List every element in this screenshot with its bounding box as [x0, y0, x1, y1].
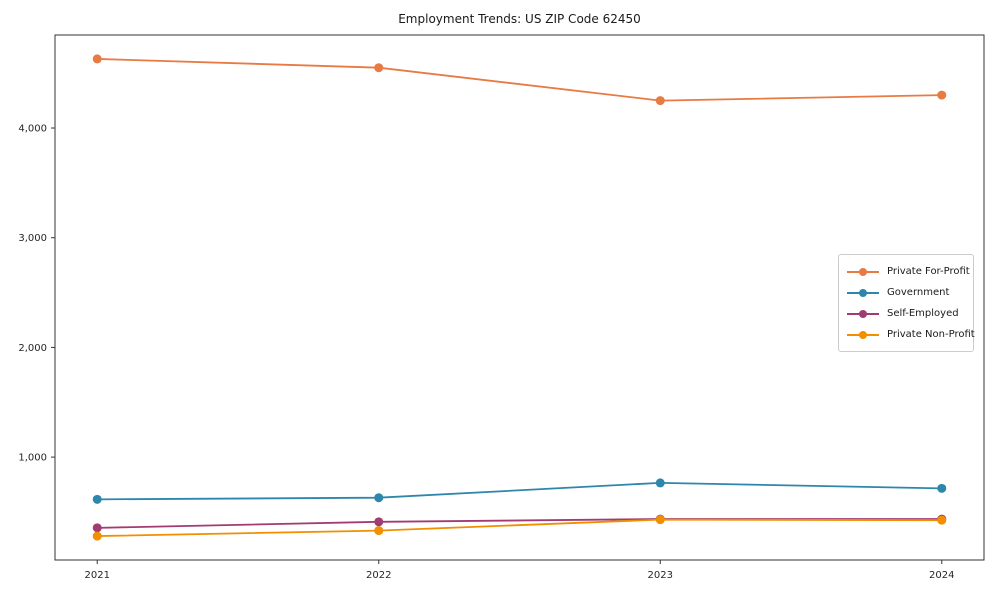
data-point-private-for-profit	[92, 54, 102, 64]
legend-label-private-for-profit: Private For-Profit	[887, 266, 970, 277]
data-point-government	[655, 478, 665, 488]
data-point-private-non-profit	[92, 531, 102, 541]
data-point-private-for-profit	[937, 90, 947, 100]
legend-marker-dot	[859, 330, 867, 339]
legend-marker-dot	[859, 288, 867, 297]
legend-marker-dot	[859, 309, 867, 318]
data-point-government	[937, 483, 947, 493]
legend-item-self-employed: Self-Employed	[847, 303, 965, 324]
data-point-self-employed	[374, 517, 384, 527]
y-axis-tick-label: 4,000	[18, 124, 47, 135]
data-point-private-for-profit	[655, 96, 665, 106]
series-line-private-for-profit	[97, 58, 942, 102]
legend-label-government: Government	[887, 287, 950, 298]
legend-marker-government	[847, 288, 879, 297]
legend-marker-private-for-profit	[847, 267, 879, 276]
data-point-self-employed	[92, 523, 102, 533]
x-axis-tick-label: 2021	[85, 570, 110, 581]
legend-item-government: Government	[847, 282, 965, 303]
data-point-private-non-profit	[374, 526, 384, 536]
data-point-private-non-profit	[937, 515, 947, 525]
legend-marker-self-employed	[847, 309, 879, 318]
chart-legend: Private For-Profit Government Self-Employe…	[838, 254, 975, 352]
legend-marker-private-non-profit	[847, 330, 879, 339]
plot-frame	[54, 34, 985, 561]
y-axis-tick-label: 3,000	[18, 233, 47, 244]
x-axis-tick-label: 2022	[366, 570, 391, 581]
data-point-private-for-profit	[374, 63, 384, 73]
legend-label-self-employed: Self-Employed	[887, 308, 959, 319]
legend-marker-dot	[859, 267, 867, 276]
x-axis-tick-label: 2023	[648, 570, 673, 581]
chart-title: Employment Trends: US ZIP Code 62450	[398, 12, 641, 26]
data-point-government	[374, 493, 384, 503]
x-axis-tick-label: 2024	[929, 570, 954, 581]
data-point-government	[92, 494, 102, 504]
y-axis-tick-label: 1,000	[18, 453, 47, 464]
legend-item-private-non-profit: Private Non-Profit	[847, 324, 975, 345]
data-point-private-non-profit	[655, 515, 665, 525]
legend-item-private-for-profit: Private For-Profit	[847, 261, 970, 282]
legend-label-private-non-profit: Private Non-Profit	[887, 329, 975, 340]
series-line-private-non-profit	[97, 518, 942, 537]
series-line-government	[97, 481, 942, 501]
y-axis-tick-label: 2,000	[18, 343, 47, 354]
